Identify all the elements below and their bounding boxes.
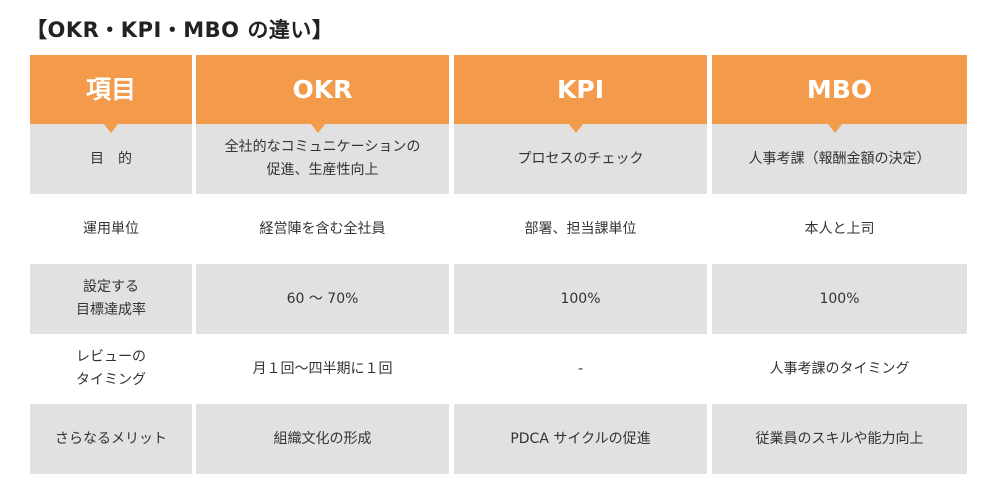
cell-mbo-unit: 本人と上司	[712, 194, 967, 264]
cell-kpi-benefits: PDCA サイクルの促進	[454, 404, 707, 474]
cell-mbo-purpose: 人事考課（報酬金額の決定）	[712, 124, 967, 194]
row-label-review-timing: レビューの タイミング	[30, 334, 192, 404]
header-pointer-okr	[311, 124, 325, 133]
header-pointer-kpi	[569, 124, 583, 133]
cell-okr-review-timing: 月１回〜四半期に１回	[196, 334, 449, 404]
header-okr: OKR	[196, 55, 449, 124]
header-item: 項目	[30, 55, 192, 124]
cell-okr-target-rate: 60 ～ 70%	[196, 264, 449, 334]
header-kpi: KPI	[454, 55, 707, 124]
cell-mbo-review-timing: 人事考課のタイミング	[712, 334, 967, 404]
header-pointer-item	[104, 124, 118, 133]
cell-kpi-purpose: プロセスのチェック	[454, 124, 707, 194]
row-label-purpose: 目 的	[30, 124, 192, 194]
cell-okr-benefits: 組織文化の形成	[196, 404, 449, 474]
row-label-benefits: さらなるメリット	[30, 404, 192, 474]
header-mbo: MBO	[712, 55, 967, 124]
cell-kpi-unit: 部署、担当課単位	[454, 194, 707, 264]
cell-kpi-target-rate: 100%	[454, 264, 707, 334]
cell-mbo-target-rate: 100%	[712, 264, 967, 334]
header-pointer-mbo	[828, 124, 842, 133]
cell-mbo-benefits: 従業員のスキルや能力向上	[712, 404, 967, 474]
page-title: 【OKR・KPI・MBO の違い】	[26, 18, 334, 42]
row-label-target-rate: 設定する 目標達成率	[30, 264, 192, 334]
cell-okr-purpose: 全社的なコミュニケーションの 促進、生産性向上	[196, 124, 449, 194]
cell-okr-unit: 経営陣を含む全社員	[196, 194, 449, 264]
cell-kpi-review-timing: -	[454, 334, 707, 404]
row-label-unit: 運用単位	[30, 194, 192, 264]
